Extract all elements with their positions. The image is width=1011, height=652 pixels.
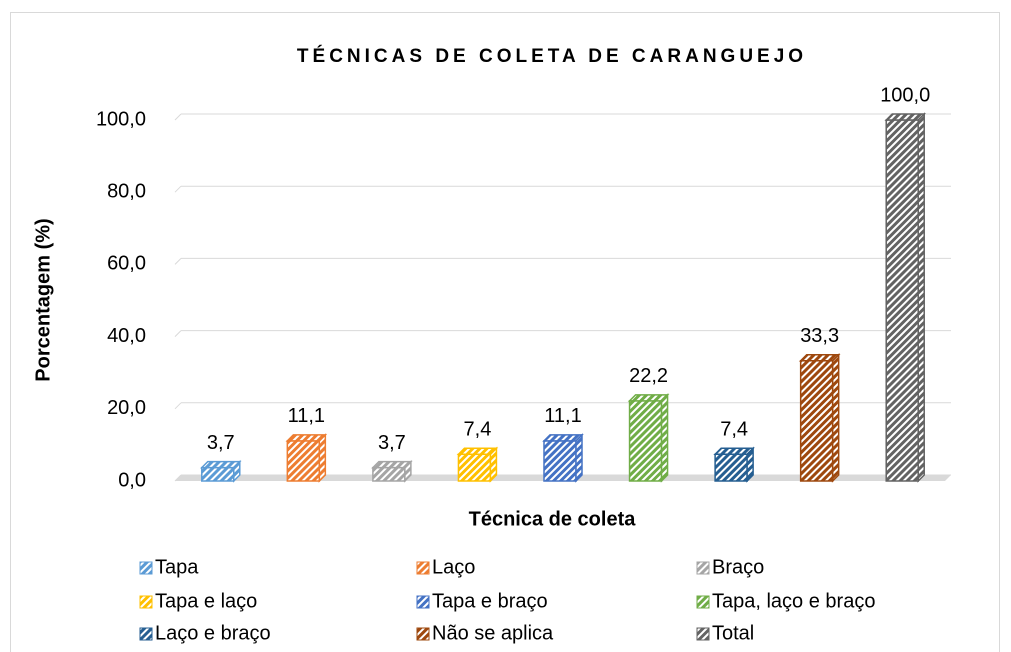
data-label: 7,4 <box>464 419 492 441</box>
legend-label: Laço e braço <box>155 622 271 644</box>
bar-side <box>489 446 498 483</box>
bar-front <box>201 466 235 482</box>
legend-label: Tapa <box>155 556 199 578</box>
axis-tick <box>174 113 182 121</box>
legend-label: Braço <box>712 556 764 578</box>
bar-front <box>628 400 663 482</box>
bar-side <box>917 112 925 483</box>
y-axis-title: Porcentagem (%) <box>32 218 54 381</box>
y-tick-label: 80,0 <box>107 180 146 202</box>
data-label: 11,1 <box>544 405 581 427</box>
bar-front <box>286 440 321 482</box>
bar-side <box>404 459 412 483</box>
y-tick-label: 20,0 <box>107 397 146 419</box>
chart-title: TÉCNICAS DE COLETA DE CARANGUEJO <box>297 45 807 67</box>
legend-swatch <box>139 627 153 641</box>
legend-swatch <box>139 595 153 609</box>
data-label: 33,3 <box>800 325 839 347</box>
legend-swatch <box>416 627 430 641</box>
bar-side <box>746 446 754 483</box>
bar-side <box>660 393 669 483</box>
axis-tick <box>174 402 182 410</box>
legend-label: Total <box>712 622 754 644</box>
bar-front <box>714 453 748 482</box>
bar-front <box>457 453 492 482</box>
legend-label: Tapa e laço <box>155 590 257 612</box>
legend-swatch <box>139 561 153 575</box>
y-tick-label: 100,0 <box>96 108 146 130</box>
data-label: 3,7 <box>378 432 406 454</box>
data-label: 7,4 <box>720 419 748 441</box>
axis-tick <box>174 330 182 337</box>
legend-label: Tapa, laço e braço <box>712 590 875 612</box>
legend-label: Não se aplica <box>432 622 554 644</box>
legend-swatch <box>416 595 430 609</box>
bar-front <box>372 466 406 482</box>
axis-tick <box>174 185 182 193</box>
legend-swatch <box>696 561 710 575</box>
legend-swatch <box>696 627 710 641</box>
bar-front <box>885 119 919 482</box>
axis-tick <box>174 258 182 265</box>
bar-front <box>799 360 834 482</box>
axis-tick <box>174 474 182 482</box>
legend-label: Tapa e braço <box>432 590 548 612</box>
data-label: 11,1 <box>288 405 325 427</box>
data-label: 100,0 <box>880 84 930 106</box>
data-label: 22,2 <box>629 365 668 387</box>
bar-side <box>831 352 840 483</box>
legend-swatch <box>696 595 710 609</box>
x-axis-title: Técnica de coleta <box>469 508 637 530</box>
y-tick-label: 60,0 <box>107 253 146 275</box>
legend-label: Laço <box>432 556 475 578</box>
y-tick-label: 0,0 <box>118 469 146 491</box>
legend-swatch <box>416 561 430 575</box>
bar-front <box>543 440 577 482</box>
y-tick-label: 40,0 <box>107 325 146 347</box>
bar-side <box>233 459 241 483</box>
bar-side <box>575 433 583 483</box>
bar-side <box>318 433 327 483</box>
data-label: 3,7 <box>207 432 235 454</box>
